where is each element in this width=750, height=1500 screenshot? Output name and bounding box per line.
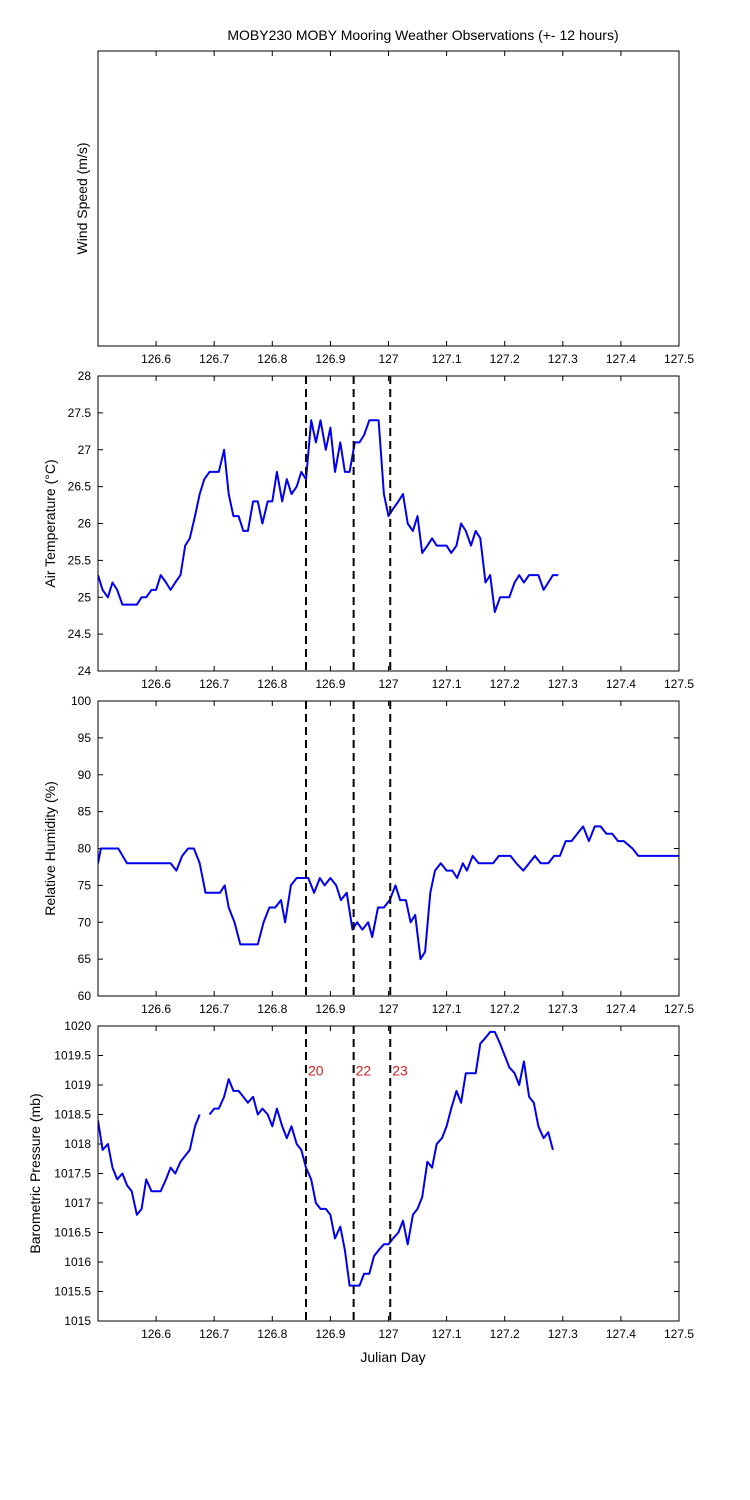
x-tick-label: 127.1	[432, 352, 462, 366]
y-tick-label: 90	[78, 768, 92, 782]
x-tick-label: 126.8	[257, 352, 287, 366]
plot-frame	[97, 1025, 680, 1322]
x-tick-label: 127.5	[664, 677, 694, 691]
x-tick-label: 126.7	[199, 1002, 229, 1016]
y-tick-label: 1017	[64, 1196, 91, 1210]
y-tick-label: 24.5	[68, 627, 92, 641]
y-tick-label: 85	[78, 805, 92, 819]
x-tick-label: 126.7	[199, 1327, 229, 1341]
y-tick-label: 1019.5	[54, 1049, 91, 1063]
x-tick-label: 127.5	[664, 352, 694, 366]
y-tick-label: 1017.5	[54, 1167, 91, 1181]
series-line-pressure	[208, 1030, 554, 1287]
y-tick-label: 27.5	[68, 406, 92, 420]
x-tick-label: 126.8	[257, 1002, 287, 1016]
y-tick-label: 1016	[64, 1255, 91, 1269]
plot-frame	[97, 375, 680, 672]
x-tick-label: 127	[378, 352, 398, 366]
panel-airtemp: 126.6 126.7 126.8 126.9 127 127.1 127.2 127.3 12…	[42, 369, 694, 691]
x-tick-label: 126.6	[141, 677, 171, 691]
x-tick-label: 126.7	[199, 352, 229, 366]
x-tick-label: 126.7	[199, 677, 229, 691]
event-marker-label: 22	[356, 1062, 372, 1078]
x-tick-label: 127.4	[606, 1327, 636, 1341]
x-tick-label: 127.2	[490, 1002, 520, 1016]
x-tick-label: 126.9	[315, 1002, 345, 1016]
x-tick-label: 126.6	[141, 1002, 171, 1016]
y-tick-label: 95	[78, 731, 92, 745]
x-tick-label: 127	[378, 1327, 398, 1341]
panel-pressure: 126.6 126.7 126.8 126.9 127 127.1 127.2 127.3 12…	[27, 1019, 694, 1341]
series-line-airtemp	[98, 419, 559, 613]
y-tick-label: 1018.5	[54, 1108, 91, 1122]
x-tick-label: 127.3	[548, 677, 578, 691]
y-axis-title: Barometric Pressure (mb)	[27, 1093, 43, 1253]
series-line-pressure	[98, 1114, 201, 1216]
y-tick-label: 28	[78, 369, 92, 383]
y-tick-label: 1018	[64, 1137, 91, 1151]
y-tick-label: 25	[78, 590, 92, 604]
y-tick-label: 25.5	[68, 553, 92, 567]
panel-humidity: 126.6 126.7 126.8 126.9 127 127.1 127.2 127.3 12…	[42, 694, 694, 1016]
x-tick-label: 126.9	[315, 352, 345, 366]
y-axis-title: Air Temperature (°C)	[42, 459, 58, 587]
x-tick-label: 127	[378, 1002, 398, 1016]
series-line-humidity	[98, 825, 679, 961]
plot-frame	[97, 50, 680, 347]
y-tick-label: 65	[78, 952, 92, 966]
x-tick-label: 127.4	[606, 1002, 636, 1016]
y-axis-title: Wind Speed (m/s)	[74, 142, 90, 254]
x-tick-label: 127.5	[664, 1002, 694, 1016]
x-axis-title: Julian Day	[360, 1349, 425, 1365]
y-tick-label: 75	[78, 878, 92, 892]
x-tick-label: 127.1	[432, 1327, 462, 1341]
y-tick-label: 24	[78, 664, 92, 678]
x-tick-label: 127.1	[432, 1002, 462, 1016]
figure-title: MOBY230 MOBY Mooring Weather Observation…	[227, 27, 618, 43]
y-tick-label: 26	[78, 517, 92, 531]
x-tick-label: 126.8	[257, 677, 287, 691]
plot-frame	[97, 700, 680, 997]
y-tick-label: 100	[71, 694, 91, 708]
x-tick-label: 127.4	[606, 352, 636, 366]
event-marker-label: 23	[392, 1062, 408, 1078]
y-tick-label: 1019	[64, 1078, 91, 1092]
y-tick-label: 1020	[64, 1019, 91, 1033]
y-tick-label: 26.5	[68, 480, 92, 494]
y-tick-label: 1015	[64, 1314, 91, 1328]
y-tick-label: 1016.5	[54, 1226, 91, 1240]
y-tick-label: 60	[78, 989, 92, 1003]
x-tick-label: 126.6	[141, 1327, 171, 1341]
x-tick-label: 127	[378, 677, 398, 691]
x-tick-label: 127.4	[606, 677, 636, 691]
x-tick-label: 127.2	[490, 352, 520, 366]
x-tick-label: 127.2	[490, 1327, 520, 1341]
x-tick-label: 126.6	[141, 352, 171, 366]
x-tick-label: 127.3	[548, 1327, 578, 1341]
x-tick-label: 127.1	[432, 677, 462, 691]
event-marker-label: 20	[308, 1062, 324, 1078]
x-tick-label: 126.8	[257, 1327, 287, 1341]
y-tick-label: 27	[78, 443, 92, 457]
x-tick-label: 127.5	[664, 1327, 694, 1341]
x-tick-label: 127.2	[490, 677, 520, 691]
x-tick-label: 126.9	[315, 1327, 345, 1341]
panels: 126.6 126.7 126.8 126.9 127 127.1 127.2 127.3 12…	[27, 50, 694, 1341]
x-tick-label: 127.3	[548, 1002, 578, 1016]
panel-wind: 126.6 126.7 126.8 126.9 127 127.1 127.2 127.3 12…	[74, 50, 694, 366]
y-tick-label: 80	[78, 842, 92, 856]
y-axis-title: Relative Humidity (%)	[42, 781, 58, 916]
x-tick-label: 126.9	[315, 677, 345, 691]
y-tick-label: 70	[78, 915, 92, 929]
y-tick-label: 1015.5	[54, 1285, 91, 1299]
x-tick-label: 127.3	[548, 352, 578, 366]
